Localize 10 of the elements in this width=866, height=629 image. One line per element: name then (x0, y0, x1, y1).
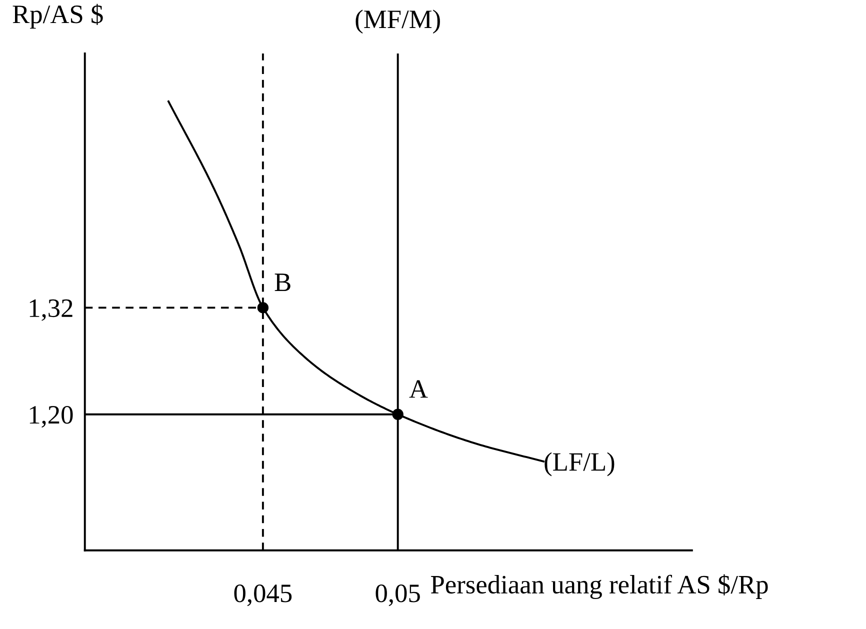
annotation: A (409, 380, 428, 398)
annotation: B (274, 274, 290, 292)
y-tick-label: 1,32 (30, 299, 72, 321)
x-tick-label: 0,05 (376, 584, 420, 606)
y-tick-label: 1,20 (30, 406, 73, 428)
x-tick-label: 0,045 (234, 584, 292, 606)
annotation: (LF/L) (544, 452, 614, 476)
y-axis-title: Rp/AS $ (12, 4, 103, 29)
x-axis-title: Persediaan uang relatif AS $/Rp (430, 574, 768, 600)
ref-line-label: (MF/M) (356, 10, 440, 34)
